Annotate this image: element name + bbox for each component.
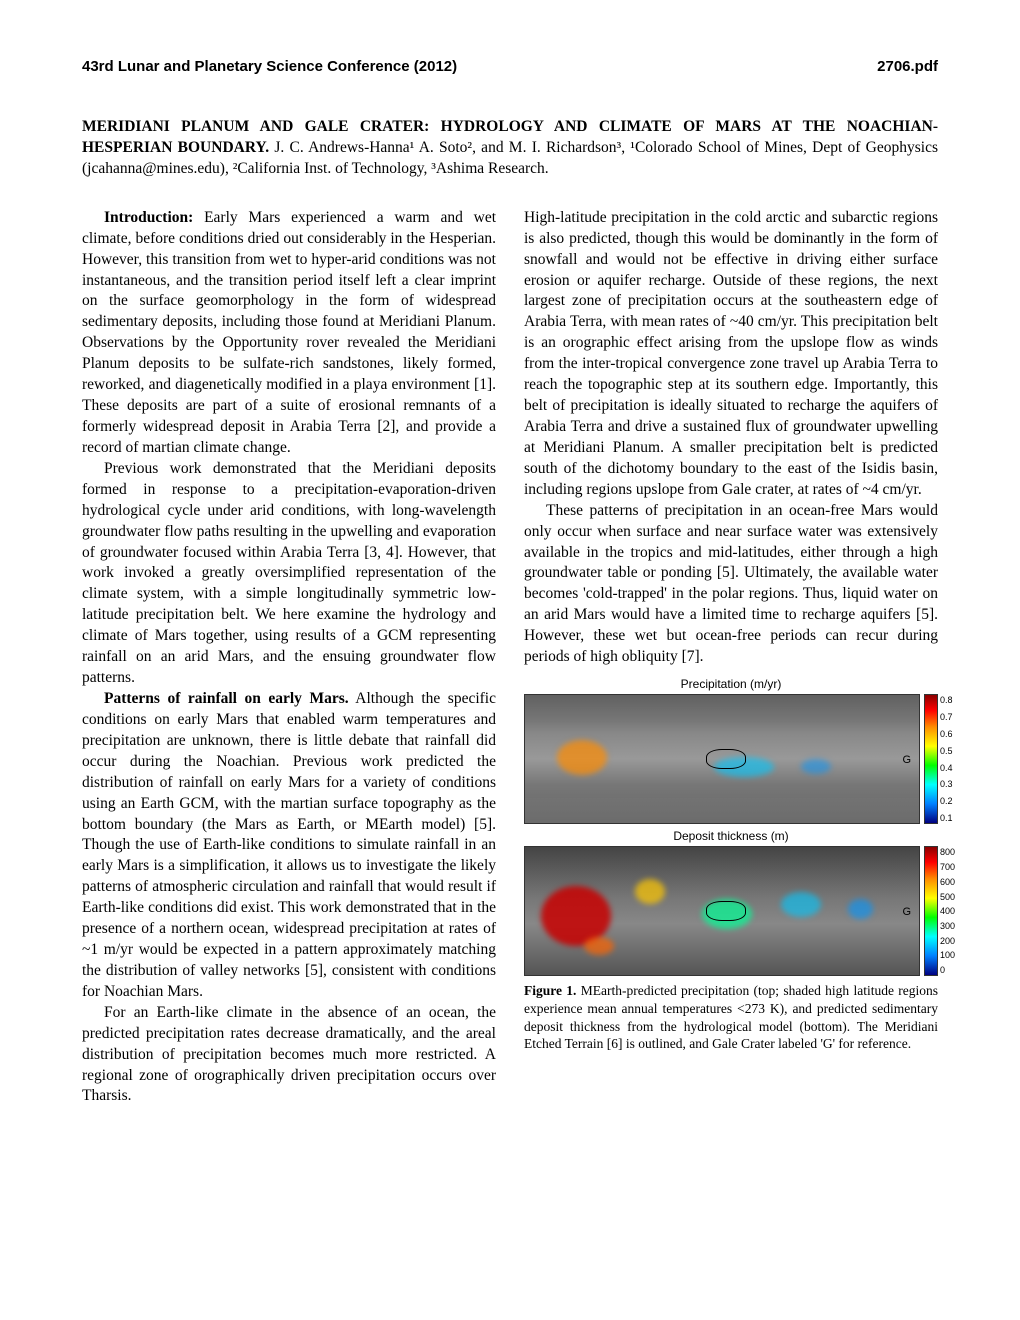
intro-heading: Introduction: (104, 209, 193, 226)
left-column: Introduction: Early Mars experienced a w… (82, 208, 496, 1108)
title-block: MERIDIANI PLANUM AND GALE CRATER: HYDROL… (82, 117, 938, 180)
antarctic-shade (525, 798, 919, 824)
col2-para-2: These patterns of precipitation in an oc… (524, 501, 938, 668)
isidis-precip (801, 759, 831, 774)
deposit-c (781, 892, 821, 917)
patterns-para-2: For an Earth-like climate in the absence… (82, 1003, 496, 1108)
tick: 600 (940, 876, 955, 888)
tick: 800 (940, 846, 955, 858)
tick: 0 (940, 964, 955, 976)
caption-text: MEarth-predicted precipitation (top; sha… (524, 983, 938, 1051)
meridiani-outline-2 (706, 901, 746, 921)
tick: 500 (940, 891, 955, 903)
patterns-heading: Patterns of rainfall on early Mars. (104, 690, 349, 707)
conference-name: 43rd Lunar and Planetary Science Confere… (82, 58, 457, 75)
arctic-shade (525, 695, 919, 723)
colorbar-ticks-top: 0.8 0.7 0.6 0.5 0.4 0.3 0.2 0.1 (940, 694, 953, 824)
tick: 0.5 (940, 745, 953, 757)
tick: 0.6 (940, 728, 953, 740)
tick: 300 (940, 920, 955, 932)
deposit-e (584, 937, 614, 955)
patterns-text: Although the specific conditions on earl… (82, 690, 496, 1000)
intro-text: Early Mars experienced a warm and wet cl… (82, 209, 496, 456)
fig-title-bottom: Deposit thickness (m) (524, 828, 938, 844)
tick: 700 (940, 861, 955, 873)
tharsis-precip (557, 740, 607, 775)
pdf-label: 2706.pdf (877, 58, 938, 75)
precipitation-map: G (524, 694, 920, 824)
colorbar-gradient-bottom (924, 846, 938, 976)
fig-title-top: Precipitation (m/yr) (524, 676, 938, 692)
page-header: 43rd Lunar and Planetary Science Confere… (82, 58, 938, 75)
tick: 0.4 (940, 762, 953, 774)
tick: 0.7 (940, 711, 953, 723)
tick: 0.1 (940, 812, 953, 824)
fig-panel-bottom: G 800 700 600 500 400 300 200 100 0 (524, 846, 938, 976)
gale-label-top: G (902, 753, 911, 768)
patterns-para-1: Patterns of rainfall on early Mars. Alth… (82, 689, 496, 1003)
deposit-map: G (524, 846, 920, 976)
meridiani-outline (706, 749, 746, 769)
tick: 0.2 (940, 795, 953, 807)
tick: 0.8 (940, 694, 953, 706)
intro-para-2: Previous work demonstrated that the Meri… (82, 459, 496, 689)
colorbar-gradient-top (924, 694, 938, 824)
tick: 200 (940, 935, 955, 947)
tick: 0.3 (940, 778, 953, 790)
figure-caption: Figure 1. MEarth-predicted precipitation… (524, 982, 938, 1052)
tick: 100 (940, 949, 955, 961)
right-column: High-latitude precipitation in the cold … (524, 208, 938, 1108)
colorbar-bottom: 800 700 600 500 400 300 200 100 0 (924, 846, 938, 976)
caption-label: Figure 1. (524, 983, 576, 998)
two-column-layout: Introduction: Early Mars experienced a w… (82, 208, 938, 1108)
figure-1: Precipitation (m/yr) G 0.8 0.7 0 (524, 676, 938, 1053)
fig-panel-top: G 0.8 0.7 0.6 0.5 0.4 0.3 0.2 0.1 (524, 694, 938, 824)
colorbar-top: 0.8 0.7 0.6 0.5 0.4 0.3 0.2 0.1 (924, 694, 938, 824)
deposit-d (848, 899, 873, 919)
intro-para-1: Introduction: Early Mars experienced a w… (82, 208, 496, 459)
deposit-b (635, 879, 665, 904)
gale-label-bottom: G (902, 905, 911, 920)
tick: 400 (940, 905, 955, 917)
col2-para-1: High-latitude precipitation in the cold … (524, 208, 938, 501)
colorbar-ticks-bottom: 800 700 600 500 400 300 200 100 0 (940, 846, 955, 976)
